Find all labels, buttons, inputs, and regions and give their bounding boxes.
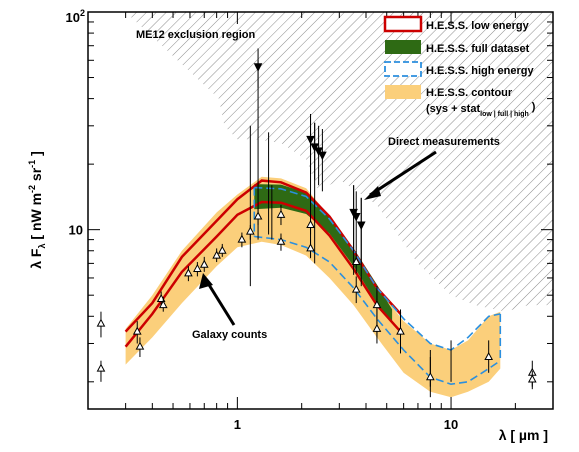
galaxy-counts-arrowhead [199,273,213,289]
x-tick-label: 10 [444,417,458,432]
legend: H.E.S.S. low energy H.E.S.S. full datase… [383,15,536,118]
x-axis-title: λ [ µm ] [499,427,548,443]
galaxy-counts-label: Galaxy counts [192,329,267,341]
galaxy-count-point [237,234,247,243]
galaxy-count-point [276,209,286,218]
direct-measurement-point [351,212,361,222]
y-axis-unit-mid: sr [28,167,44,185]
galaxy-count-point [212,250,221,259]
galaxy-count-point [253,211,263,220]
y-axis-unit-end: ] [28,151,44,160]
y-axis-title: λ Fλ [ nW m-2 sr-1 ] [27,151,47,269]
y-tick-label: 10 [69,223,83,238]
direct-measurement-point [253,63,263,72]
galaxy-count-point [351,284,361,293]
galaxy-count-point [217,245,227,254]
galaxy-count-point [132,326,142,335]
galaxy-count-point [306,219,315,229]
direct-measurement-point [318,151,327,161]
y-axis-sub: λ [37,244,47,249]
galaxy-counts-arrow [204,279,236,326]
galaxy-count-point [96,318,106,327]
galaxy-count-point [276,236,286,245]
legend-label-contour: H.E.S.S. contour [426,87,513,99]
galaxy-count-point [527,374,537,383]
galaxy-count-point [396,326,405,335]
y-axis-main: λ F [28,248,44,269]
galaxy-count-point [135,341,145,350]
direct-measurements-arrowhead [364,186,381,200]
direct-measurement-point [306,135,315,145]
plot-frame [87,11,554,410]
h-e-s-s-high-energy-lower-line [254,235,501,386]
galaxy-count-point [158,300,168,309]
legend-label-full-dataset: H.E.S.S. full dataset [426,43,530,55]
galaxy-count-point [96,363,106,372]
direct-measurement-point [349,208,358,218]
legend-contour-sub-main: (sys + stat [426,103,480,115]
galaxy-count-point [199,259,209,268]
legend-label-low-energy: H.E.S.S. low energy [426,20,530,32]
x-tick-label: 1 [234,417,241,432]
galaxy-count-point [372,300,382,309]
direct-measurement-point [356,221,366,231]
direct-measurements-arrow [369,150,437,197]
h-e-s-s-high-energy-upper-line [254,186,501,351]
y-axis-unit: [ nW m [28,193,44,244]
exclusion-label: ME12 exclusion region [136,29,255,41]
legend-swatch-contour [385,85,421,99]
galaxy-count-point [184,268,193,277]
legend-contour-sub-small: low | full | high [480,111,529,118]
y-axis-unit-sup1: -2 [27,185,37,193]
direct-measurement-point [310,143,319,153]
galaxy-count-point [484,351,494,361]
galaxy-count-point [245,226,255,235]
legend-swatch-low-energy [383,15,423,33]
galaxy-count-point [372,323,382,332]
legend-contour-sub-end: ) [532,101,536,113]
galaxy-count-point [426,372,435,381]
y-tick-base: 10 [66,10,80,25]
h-e-s-s-contour-band [125,176,501,398]
y-axis-unit-sup2: -1 [27,160,37,168]
direct-measurement-point [314,147,323,157]
y-tick-label: 102 [66,8,85,25]
y-tick-exponent: 2 [80,8,85,18]
legend-swatch-full-dataset [385,40,421,54]
legend-swatch-high-energy [384,61,422,77]
exclusion-region [125,12,553,312]
galaxy-count-point [306,243,315,252]
direct-measurements-label: Direct measurements [388,136,500,148]
galaxy-count-point [193,263,202,272]
galaxy-count-point [351,256,361,266]
legend-label-high-energy: H.E.S.S. high energy [426,65,534,77]
legend-label-contour-sub: (sys + statlow | full | high) [426,101,536,118]
